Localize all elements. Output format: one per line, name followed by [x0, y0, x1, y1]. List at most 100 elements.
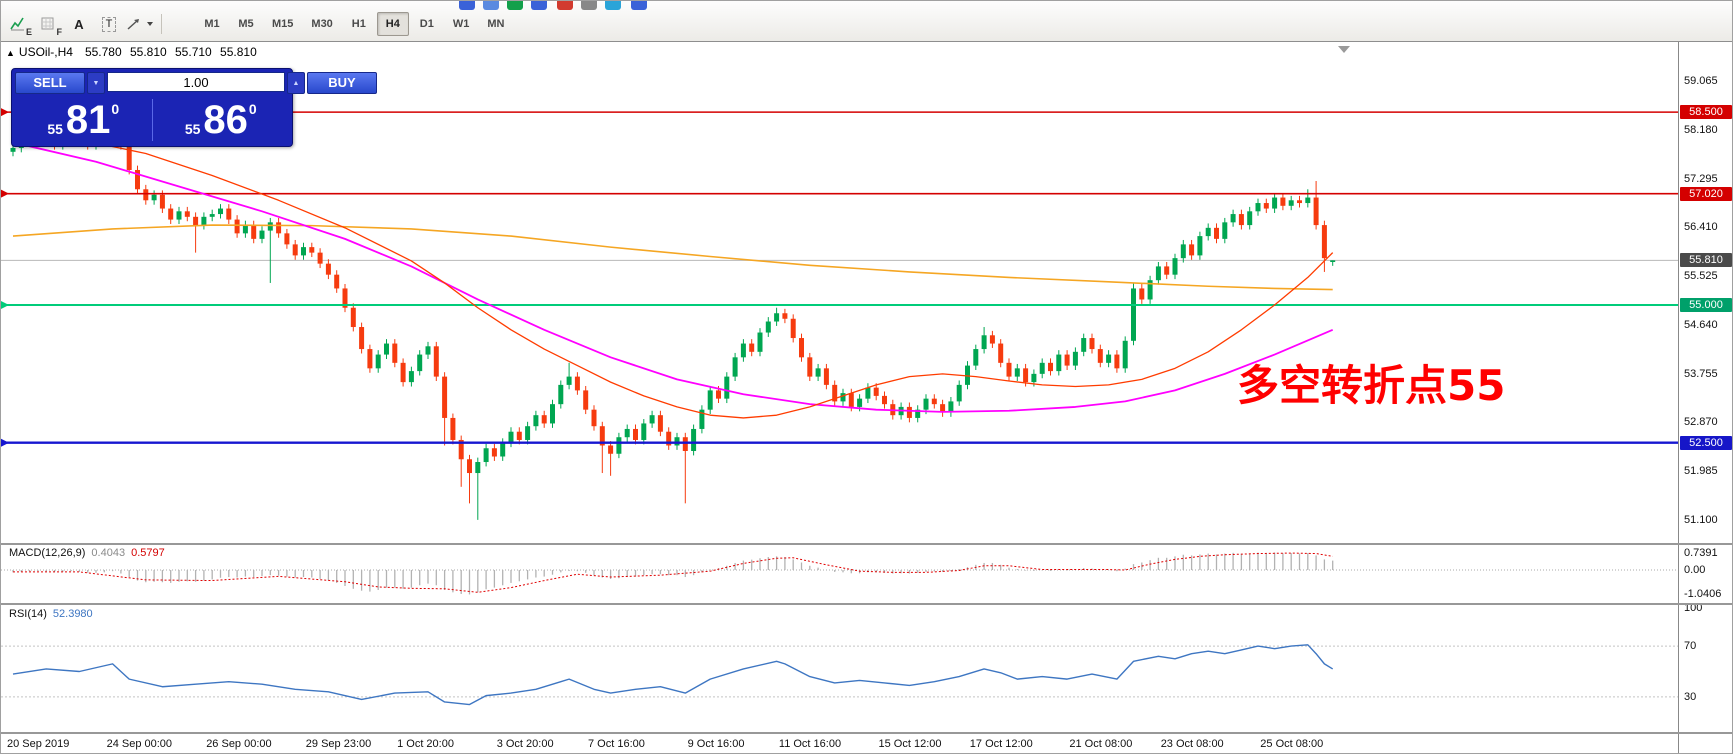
time-label: 21 Oct 08:00: [1069, 738, 1133, 750]
dropdown-caret-icon: [146, 22, 153, 26]
time-label: 15 Oct 12:00: [878, 738, 942, 750]
bid-price[interactable]: 55 81 0: [15, 97, 152, 143]
text-box-tool-button[interactable]: T: [95, 12, 123, 36]
letter-f-label: F: [56, 27, 63, 37]
volume-input[interactable]: [107, 72, 285, 92]
rsi-scale-tick: 70: [1684, 640, 1697, 653]
rsi-axis-separator: [1, 732, 1732, 734]
timeframe-m5-button[interactable]: M5: [238, 18, 254, 30]
timeframe-h4-button[interactable]: H4: [376, 12, 409, 36]
timeframe-m15-button[interactable]: M15: [272, 18, 294, 30]
timeframe-w1-button[interactable]: W1: [452, 18, 470, 30]
price-badge-58.500: 58.500: [1680, 105, 1732, 120]
window-icon[interactable]: [605, 1, 621, 10]
price-tick: 51.100: [1684, 513, 1718, 526]
price-badge-55.000: 55.000: [1680, 297, 1732, 312]
play-icon[interactable]: [507, 1, 523, 10]
list-icon[interactable]: [631, 1, 647, 10]
ask-price[interactable]: 55 86 0: [153, 97, 290, 143]
main-macd-separator[interactable]: [1, 543, 1732, 545]
level-marker-icon: [1, 189, 9, 198]
volume-down-button[interactable]: ▼: [87, 72, 105, 94]
ohlc-values: 55.780 55.810 55.710 55.810: [84, 45, 257, 59]
time-label: 17 Oct 12:00: [969, 738, 1033, 750]
bid-prefix: 55: [47, 121, 63, 137]
timeframe-group: M1 M5 M15 M30 H1 H4 D1 W1 MN: [196, 12, 514, 36]
timeframe-m1-button[interactable]: M1: [204, 18, 220, 30]
chart-icon[interactable]: [483, 1, 499, 10]
price-tick: 56.410: [1684, 221, 1718, 234]
bid-ask-divider: [151, 99, 153, 141]
price-tick: 51.985: [1684, 465, 1718, 478]
price-tick: 53.755: [1684, 367, 1718, 380]
toolbar-separator: [161, 14, 162, 34]
letter-a-icon: A: [74, 16, 84, 32]
bars-icon[interactable]: [531, 1, 547, 10]
bid-pip-digit: 0: [111, 101, 120, 117]
chart-window: 多空转折点55 ▲ USOil-,H4 55.780 55.810 55.710 5…: [1, 41, 1732, 754]
rsi-label: RSI(14) 52.3980: [9, 608, 93, 620]
price-tick: 55.525: [1684, 270, 1718, 283]
time-label: 24 Sep 00:00: [106, 738, 173, 750]
price-tick: 58.180: [1684, 123, 1718, 136]
price-badge-57.020: 57.020: [1680, 186, 1732, 201]
time-axis[interactable]: 20 Sep 2019 24 Sep 00:00 26 Sep 00:00 29 Se…: [1, 734, 1678, 753]
timeframe-h1-button[interactable]: H1: [351, 18, 366, 30]
chart-header: ▲ USOil-,H4 55.780 55.810 55.710 55.810: [6, 45, 257, 59]
macd-scale-tick: -1.0406: [1684, 588, 1722, 601]
chart-canvas[interactable]: 多空转折点55: [1, 42, 1678, 754]
level-marker-icon: [1, 300, 9, 309]
rsi-name: RSI(14): [9, 608, 47, 620]
ma-fast-red: [12, 136, 1334, 419]
letter-e-label: E: [25, 27, 32, 37]
timeframe-m30-button[interactable]: M30: [311, 18, 333, 30]
rsi-value: 52.3980: [52, 608, 93, 620]
ma-slow-orange: [12, 224, 1333, 291]
alert-icon[interactable]: [557, 1, 573, 10]
buy-button[interactable]: BUY: [307, 72, 377, 94]
price-badge-52.500: 52.500: [1680, 435, 1732, 450]
sell-button[interactable]: SELL: [15, 72, 85, 94]
macd-rsi-separator[interactable]: [1, 603, 1732, 605]
grid-icon: [41, 17, 54, 30]
time-label: 25 Oct 08:00: [1260, 738, 1324, 750]
price-tick: 52.870: [1684, 416, 1718, 429]
macd-label: MACD(12,26,9) 0.4043 0.5797: [9, 547, 165, 559]
time-label: 26 Sep 00:00: [206, 738, 272, 750]
indicator-f-button[interactable]: F: [35, 12, 63, 37]
time-label: 29 Sep 23:00: [305, 738, 372, 750]
text-label-tool-button[interactable]: A: [65, 12, 93, 36]
price-tick: 54.640: [1684, 318, 1718, 331]
price-tick: 57.295: [1684, 172, 1718, 185]
time-label: 7 Oct 16:00: [588, 738, 645, 750]
macd-main-value: 0.4043: [91, 547, 126, 559]
order-icon[interactable]: [459, 1, 475, 10]
rsi-scale-tick: 100: [1684, 602, 1703, 614]
macd-name: MACD(12,26,9): [9, 547, 86, 559]
chart-shift-marker-icon: [1338, 46, 1350, 53]
time-label: 20 Sep 2019: [7, 738, 70, 750]
price-badge-55.810: 55.810: [1680, 253, 1732, 268]
timeframe-mn-button[interactable]: MN: [487, 18, 505, 30]
chart-annotation-text: 多空转折点55: [1237, 361, 1505, 410]
symbol-timeframe-label: USOil-,H4: [18, 45, 73, 59]
draw-line-tool-button[interactable]: [125, 12, 153, 36]
macd-scale-tick: 0.7391: [1684, 546, 1718, 559]
indicator-e-button[interactable]: E: [5, 12, 33, 37]
time-label: 9 Oct 16:00: [687, 738, 745, 750]
diagonal-line-icon: [126, 19, 139, 30]
ask-prefix: 55: [184, 121, 201, 137]
macd-signal-line: [13, 552, 1333, 593]
volume-up-button[interactable]: ▲: [287, 72, 305, 94]
main-toolbar: E F A T M1 M: [1, 1, 1732, 42]
grid-icon[interactable]: [581, 1, 597, 10]
timeframe-d1-button[interactable]: D1: [419, 18, 434, 30]
price-scale[interactable]: 59.065 58.180 57.295 56.410 55.525 54.640 53.7…: [1678, 42, 1732, 753]
collapse-arrow-icon[interactable]: ▲: [6, 48, 15, 58]
one-click-trading-panel: SELL ▼ ▲ BUY 55 81 0 55 86 0: [11, 68, 377, 147]
level-marker-icon: [1, 438, 9, 447]
ask-pip-digit: 0: [248, 101, 257, 117]
rsi-line: [12, 644, 1334, 706]
ask-main-digits: 86: [203, 98, 248, 142]
